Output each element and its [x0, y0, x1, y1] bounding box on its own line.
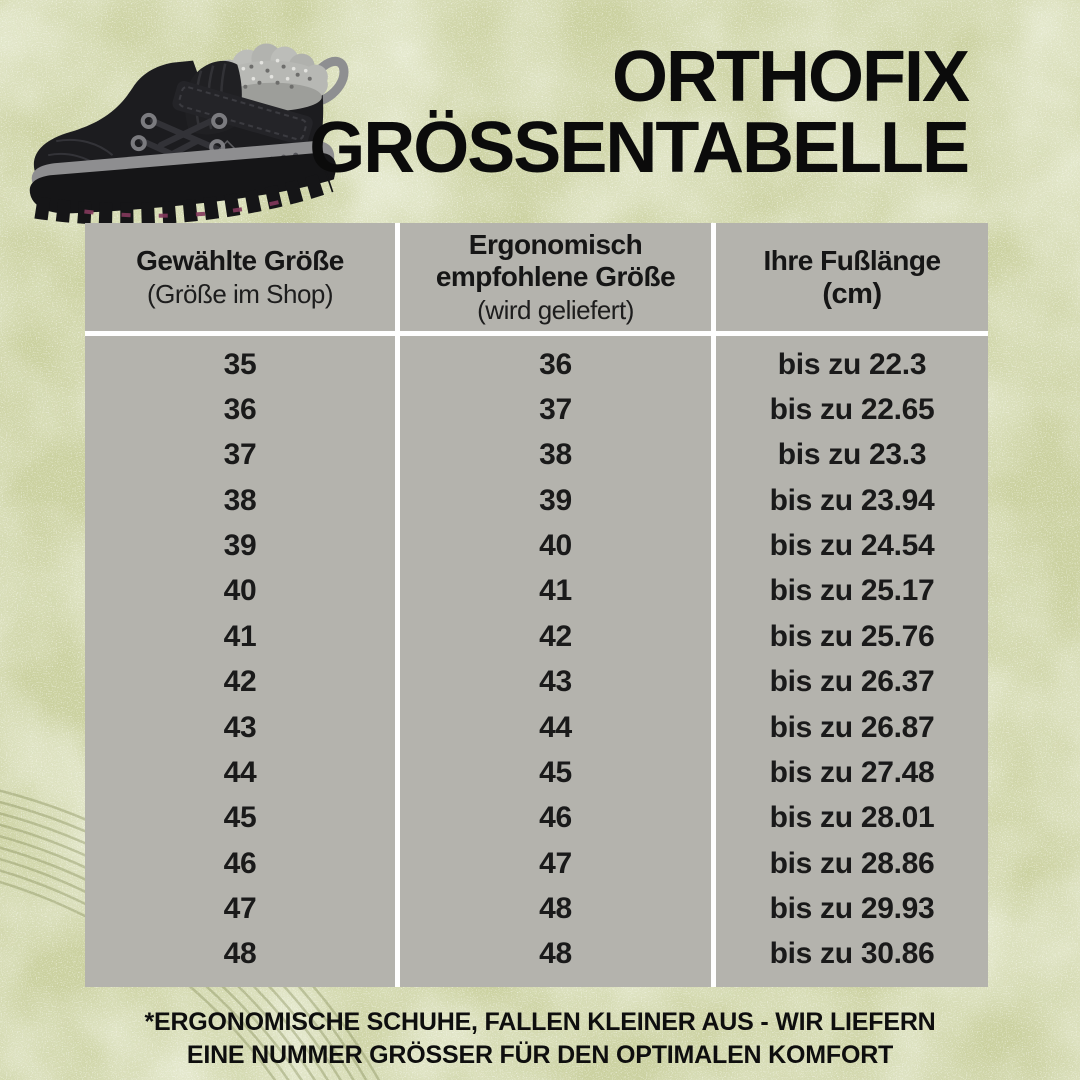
- column-shop-size: Gewählte Größe (Größe im Shop) 35 36 37 38 3…: [85, 223, 395, 987]
- table-cell-foot-length: bis zu 22.65: [769, 393, 935, 427]
- table-cell-delivered-size: 44: [539, 710, 572, 744]
- table-cell-shop-size: 47: [223, 891, 257, 925]
- footer-note-line2: EINE NUMMER GRÖSSER FÜR DEN OPTIMALEN KO…: [186, 1041, 894, 1069]
- winter-boot-image: [29, 43, 349, 226]
- table-cell-foot-length: bis zu 23.94: [769, 483, 935, 517]
- table-cell-foot-length: bis zu 23.3: [777, 438, 927, 472]
- table-cell-delivered-size: 45: [539, 755, 572, 789]
- column-title: Gewählte Größe: [136, 244, 344, 276]
- table-cell-delivered-size: 43: [539, 665, 572, 699]
- table-cell-foot-length: bis zu 28.86: [769, 846, 935, 880]
- column-delivered-size: Ergonomisch empfohlene Größe (wird gelie…: [400, 223, 711, 987]
- table-cell-shop-size: 48: [223, 937, 257, 971]
- table-cell-shop-size: 37: [223, 438, 257, 472]
- table-cell-delivered-size: 48: [539, 891, 572, 925]
- table-cell-shop-size: 45: [223, 801, 257, 835]
- page-title: ORTHOFIX GRÖSSENTABELLE: [309, 37, 970, 188]
- table-cell-foot-length: bis zu 29.93: [769, 891, 935, 925]
- table-cell-foot-length: bis zu 26.37: [769, 665, 935, 699]
- table-cell-foot-length: bis zu 25.76: [769, 619, 935, 653]
- table-cell-shop-size: 35: [223, 347, 257, 381]
- velcro-strap: [172, 80, 313, 146]
- table-cell-shop-size: 43: [223, 710, 257, 744]
- table-cell-shop-size: 41: [223, 619, 257, 653]
- footer-note-line1: *ERGONOMISCHE SCHUHE, FALLEN KLEINER AUS…: [144, 1008, 936, 1036]
- column-subtitle: (cm): [822, 277, 882, 310]
- table-cell-shop-size: 36: [223, 393, 257, 427]
- footer-note: *ERGONOMISCHE SCHUHE, FALLEN KLEINER AUS…: [0, 1006, 1080, 1072]
- column-values-shop-size: 35 36 37 38 39 40 41 42 43 44 45 46 47 48: [85, 336, 395, 987]
- table-cell-foot-length: bis zu 26.87: [769, 710, 935, 744]
- table-cell-shop-size: 42: [223, 665, 257, 699]
- table-cell-delivered-size: 48: [539, 937, 572, 971]
- table-cell-shop-size: 39: [223, 529, 257, 563]
- column-subtitle: (Größe im Shop): [146, 278, 334, 309]
- column-foot-length: Ihre Fußlänge (cm) bis zu 22.3 bis zu 22.…: [716, 223, 988, 987]
- table-cell-foot-length: bis zu 25.17: [769, 574, 935, 608]
- table-cell-shop-size: 40: [223, 574, 257, 608]
- table-cell-delivered-size: 46: [539, 801, 572, 835]
- outsole: [29, 152, 337, 226]
- column-title: Ergonomisch empfohlene Größe: [435, 228, 676, 292]
- table-cell-delivered-size: 41: [539, 574, 572, 608]
- table-cell-delivered-size: 38: [539, 438, 572, 472]
- table-cell-shop-size: 38: [223, 483, 257, 517]
- table-cell-shop-size: 44: [223, 755, 257, 789]
- column-header-delivered-size: Ergonomisch empfohlene Größe (wird gelie…: [400, 223, 711, 331]
- column-header-shop-size: Gewählte Größe (Größe im Shop): [85, 223, 395, 331]
- table-cell-foot-length: bis zu 30.86: [769, 937, 935, 971]
- table-cell-delivered-size: 42: [539, 619, 572, 653]
- table-cell-delivered-size: 36: [539, 347, 572, 381]
- column-subtitle: (wird geliefert): [477, 294, 634, 325]
- table-cell-delivered-size: 40: [539, 529, 572, 563]
- fur-collar: [214, 43, 328, 111]
- page-title-line2: GRÖSSENTABELLE: [309, 108, 970, 188]
- page-title-line1: ORTHOFIX: [612, 37, 970, 117]
- table-cell-foot-length: bis zu 22.3: [777, 347, 927, 381]
- heel-loop: [314, 56, 349, 105]
- column-header-foot-length: Ihre Fußlänge (cm): [716, 223, 988, 331]
- table-cell-delivered-size: 47: [539, 846, 572, 880]
- column-values-delivered-size: 36 37 38 39 40 41 42 43 44 45 46 47 48 48: [400, 336, 711, 987]
- table-cell-foot-length: bis zu 24.54: [769, 529, 935, 563]
- size-table: Gewählte Größe (Größe im Shop) 35 36 37 38 3…: [85, 223, 988, 987]
- table-cell-foot-length: bis zu 28.01: [769, 801, 935, 835]
- table-cell-delivered-size: 37: [539, 393, 572, 427]
- table-cell-foot-length: bis zu 27.48: [769, 755, 935, 789]
- column-title: Ihre Fußlänge: [763, 244, 941, 276]
- table-cell-delivered-size: 39: [539, 483, 572, 517]
- table-cell-shop-size: 46: [223, 846, 257, 880]
- column-values-foot-length: bis zu 22.3 bis zu 22.65 bis zu 23.3 bis zu…: [716, 336, 988, 987]
